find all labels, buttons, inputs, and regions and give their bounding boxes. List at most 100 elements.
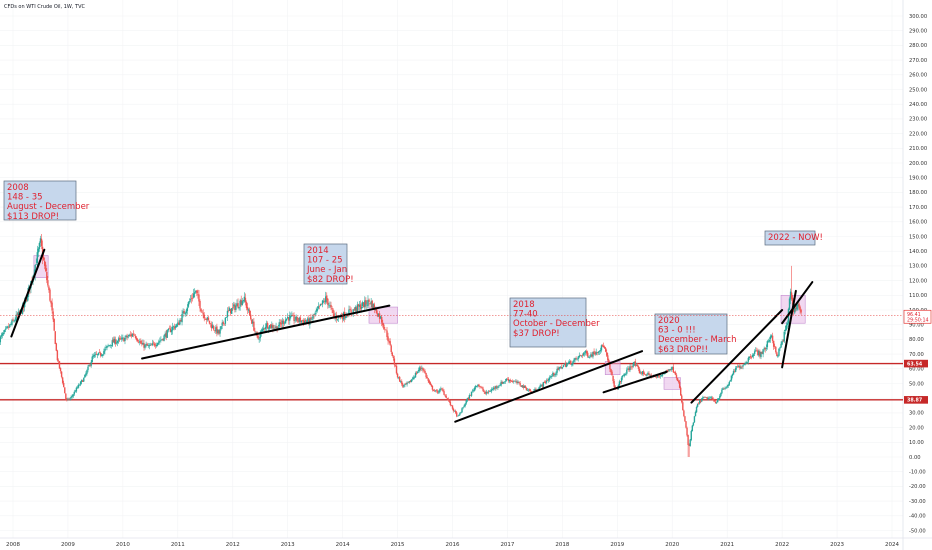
trendline[interactable] (781, 289, 797, 369)
trendline[interactable] (141, 304, 391, 360)
annotation-box[interactable] (654, 313, 728, 355)
candle (558, 367, 560, 372)
candle (629, 363, 631, 373)
trendline[interactable] (454, 350, 644, 423)
candle (359, 300, 362, 312)
candle (135, 336, 138, 342)
candle (319, 303, 322, 307)
candle (235, 302, 237, 313)
candle (159, 337, 161, 345)
candle (251, 318, 253, 324)
candle (768, 337, 771, 343)
candle (729, 379, 732, 382)
candle (447, 397, 449, 402)
trendline[interactable] (602, 370, 668, 394)
candle (500, 379, 502, 387)
annotation-box[interactable] (764, 230, 816, 246)
candle (288, 316, 290, 325)
candle (707, 396, 709, 401)
candle (559, 366, 561, 370)
candle (151, 339, 154, 347)
candle (214, 329, 216, 333)
candle (636, 363, 639, 367)
time-scale-area[interactable] (0, 538, 932, 550)
candle (354, 305, 357, 313)
candle (495, 385, 497, 391)
candle (12, 317, 14, 322)
candle (86, 369, 88, 376)
highlight-zone[interactable] (663, 377, 681, 390)
annotation-box[interactable] (3, 180, 77, 221)
candle (583, 351, 586, 357)
candle (66, 397, 68, 402)
candle (624, 373, 626, 378)
candle (227, 306, 230, 313)
candle (364, 296, 366, 312)
trendline[interactable] (690, 309, 784, 404)
candle (531, 390, 533, 392)
y-tick-label: 240.00 (909, 102, 927, 108)
candle (243, 292, 246, 303)
candle (435, 389, 438, 393)
candle (371, 299, 373, 309)
candle (672, 364, 675, 373)
candle (244, 293, 247, 306)
candle (202, 309, 204, 319)
candle (226, 307, 229, 322)
candle (419, 365, 421, 373)
candle (221, 319, 223, 330)
candle (420, 365, 422, 372)
candle (456, 411, 458, 418)
candle (683, 409, 685, 418)
candle (85, 371, 87, 377)
price-scale-area[interactable] (903, 0, 932, 550)
y-tick-label: 190.00 (909, 176, 927, 182)
annotation-box[interactable] (303, 243, 348, 285)
x-tick-label: 2010 (116, 542, 130, 548)
candle (461, 407, 463, 413)
candle (381, 315, 383, 327)
candle (788, 296, 791, 311)
candle (388, 338, 390, 344)
candle (125, 334, 127, 340)
candle (573, 357, 575, 363)
y-tick-label: 110.00 (909, 293, 927, 299)
x-tick-label: 2008 (6, 542, 20, 548)
candle (39, 235, 42, 247)
candle (228, 306, 231, 312)
candle (541, 383, 544, 389)
trendline[interactable] (781, 281, 814, 325)
candle (79, 380, 82, 387)
candle (458, 414, 460, 417)
candle (630, 363, 632, 370)
level-badge-label: 63.54 (907, 361, 923, 367)
candle (475, 384, 477, 390)
candle (643, 369, 645, 377)
candle (164, 331, 166, 339)
candle (198, 290, 200, 306)
candle (444, 393, 446, 398)
candle (584, 349, 587, 356)
candle (730, 375, 733, 382)
candle (709, 396, 711, 399)
annotation-line: 2014 (307, 246, 329, 256)
trendline[interactable] (10, 248, 46, 338)
candle (87, 365, 89, 373)
candle (102, 354, 104, 358)
candle (171, 322, 174, 335)
annotation-2022[interactable]: 2022 - NOW! (764, 230, 823, 246)
candle (361, 300, 364, 309)
candle (220, 326, 222, 331)
candle (749, 354, 752, 359)
annotation-box[interactable] (509, 297, 587, 348)
candle (684, 415, 686, 423)
candle (84, 374, 86, 378)
candle (634, 358, 636, 368)
candle (138, 340, 140, 344)
candle (211, 321, 214, 329)
candle (186, 304, 189, 315)
